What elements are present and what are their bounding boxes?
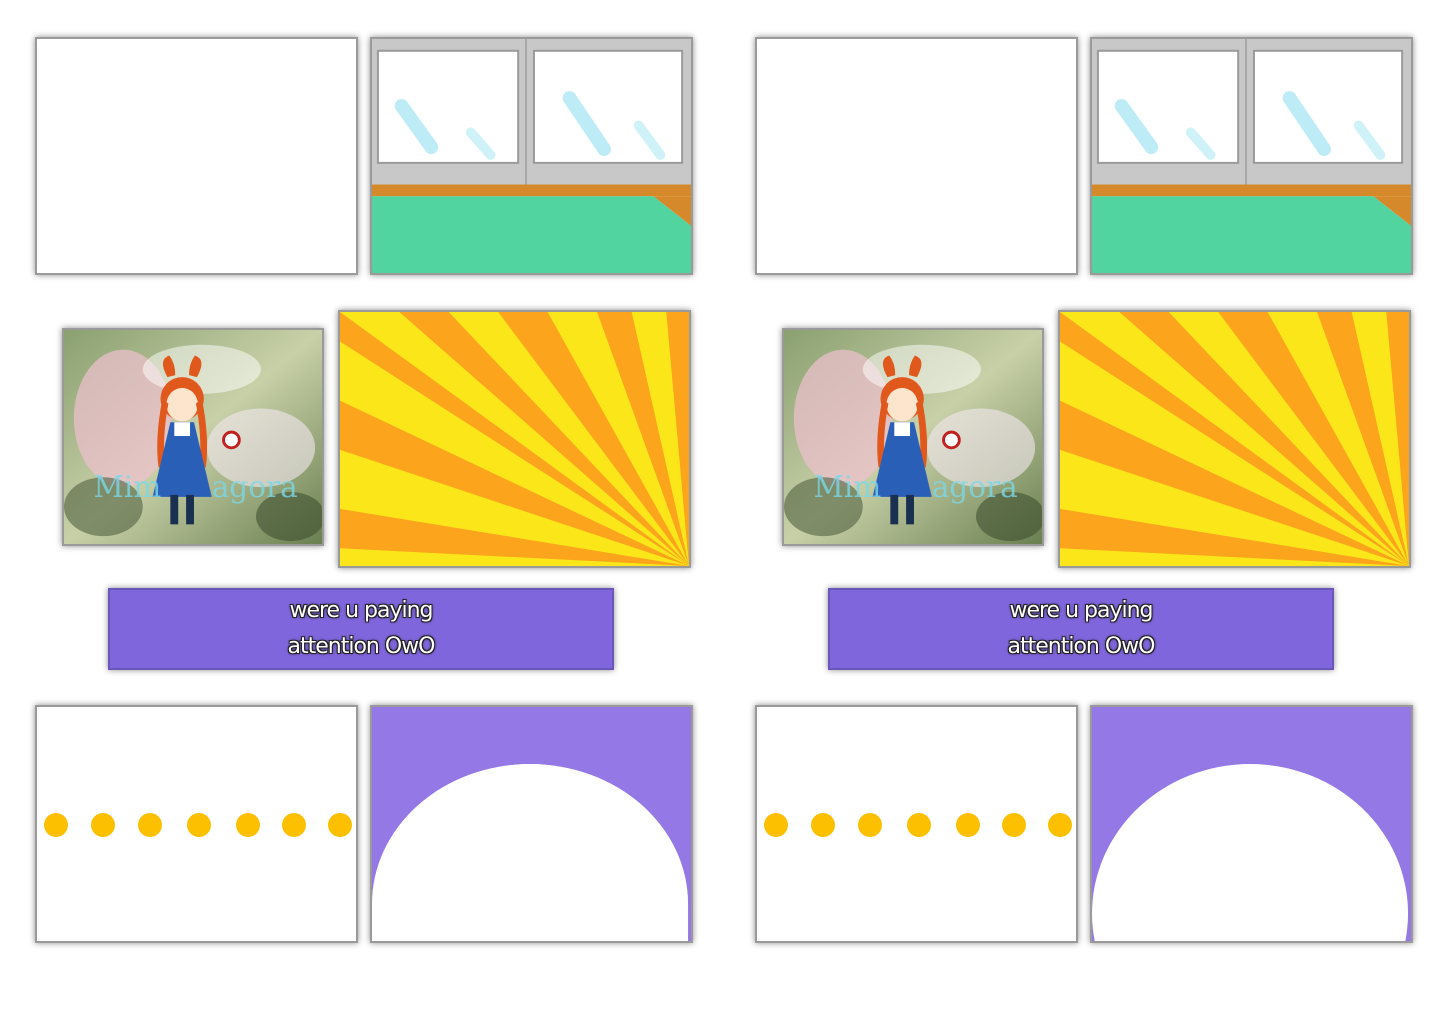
- ellipsis-dot: [282, 813, 306, 837]
- anime-girl-panel: Mim agora: [782, 328, 1044, 546]
- ellipsis-dot: [1002, 813, 1026, 837]
- ellipsis-dot: [764, 813, 788, 837]
- ellipsis-dot: [811, 813, 835, 837]
- anime-girl-illustration: Mim agora: [784, 330, 1042, 544]
- svg-text:Mim: Mim: [814, 470, 882, 504]
- window-room-panel: [1090, 37, 1413, 275]
- window-room-panel: [370, 37, 693, 275]
- ellipsis-dot: [44, 813, 68, 837]
- purple-arch-panel: [1090, 705, 1413, 943]
- caption-line-2: attention OwO: [287, 634, 436, 659]
- caption-line-1: were u paying: [289, 598, 433, 623]
- svg-text:Mim: Mim: [94, 470, 162, 504]
- anime-girl-illustration: Mim agora: [64, 330, 322, 544]
- ellipsis-dot: [858, 813, 882, 837]
- caption-line-1: were u paying: [1009, 598, 1153, 623]
- empty-panel: [35, 37, 358, 275]
- ellipsis-dot: [907, 813, 931, 837]
- ellipsis-dot: [138, 813, 162, 837]
- sunburst-rays: [340, 312, 689, 566]
- purple-arch-panel: [370, 705, 693, 943]
- ellipsis-dot: [328, 813, 352, 837]
- dots-panel: [755, 705, 1078, 943]
- ellipsis-dot: [187, 813, 211, 837]
- window-room-illustration: [1092, 39, 1411, 273]
- caption-box: were u paying attention OwO: [828, 588, 1334, 670]
- ellipsis-dot: [956, 813, 980, 837]
- ellipsis-dot: [91, 813, 115, 837]
- caption-line-2: attention OwO: [1007, 634, 1156, 659]
- dots-panel: [35, 705, 358, 943]
- white-arch-shape: [372, 707, 691, 941]
- anime-girl-panel: Mim agora: [62, 328, 324, 546]
- sunburst-panel: [338, 310, 691, 568]
- comic-page-left: Mim agora were u paying attention: [35, 37, 693, 943]
- caption-box: were u paying attention OwO: [108, 588, 614, 670]
- sunburst-panel: [1058, 310, 1411, 568]
- ellipsis-dot: [1048, 813, 1072, 837]
- white-arch-shape: [1092, 707, 1411, 941]
- svg-text:agora: agora: [212, 470, 298, 504]
- svg-text:agora: agora: [932, 470, 1018, 504]
- empty-panel: [755, 37, 1078, 275]
- window-room-illustration: [372, 39, 691, 273]
- ellipsis-dot: [236, 813, 260, 837]
- sunburst-rays: [1060, 312, 1409, 566]
- comic-page-right: Mim agora were u paying attention: [720, 0, 1440, 1024]
